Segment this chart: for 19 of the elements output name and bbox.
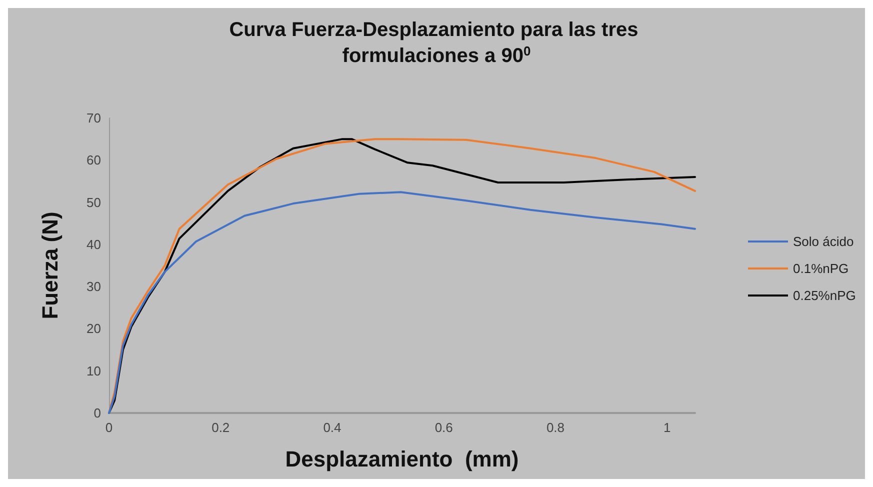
y-tick-label: 60 — [86, 152, 101, 168]
y-tick-label: 70 — [86, 110, 101, 126]
y-tick-label: 0 — [94, 406, 101, 420]
y-tick-label: 50 — [86, 194, 101, 210]
x-tick-label: 0.4 — [323, 420, 342, 435]
legend-label: Solo ácido — [793, 234, 854, 249]
x-tick-label: 0.8 — [546, 420, 565, 435]
legend-label: 0.1%nPG — [793, 261, 849, 276]
x-tick-label: 0.6 — [434, 420, 453, 435]
legend-label: 0.25%nPG — [793, 288, 856, 303]
y-tick-label: 40 — [86, 236, 101, 252]
x-tick-label: 0.2 — [212, 420, 230, 435]
y-tick-label: 20 — [86, 321, 101, 336]
y-tick-label: 30 — [86, 279, 101, 294]
y-tick-label: 10 — [86, 363, 101, 378]
x-tick-label: 0 — [105, 420, 113, 435]
x-axis-title: Desplazamiento (mm) — [285, 446, 519, 472]
y-axis-title: Fuerza (N) — [38, 212, 62, 320]
x-tick-label: 1 — [663, 420, 671, 435]
